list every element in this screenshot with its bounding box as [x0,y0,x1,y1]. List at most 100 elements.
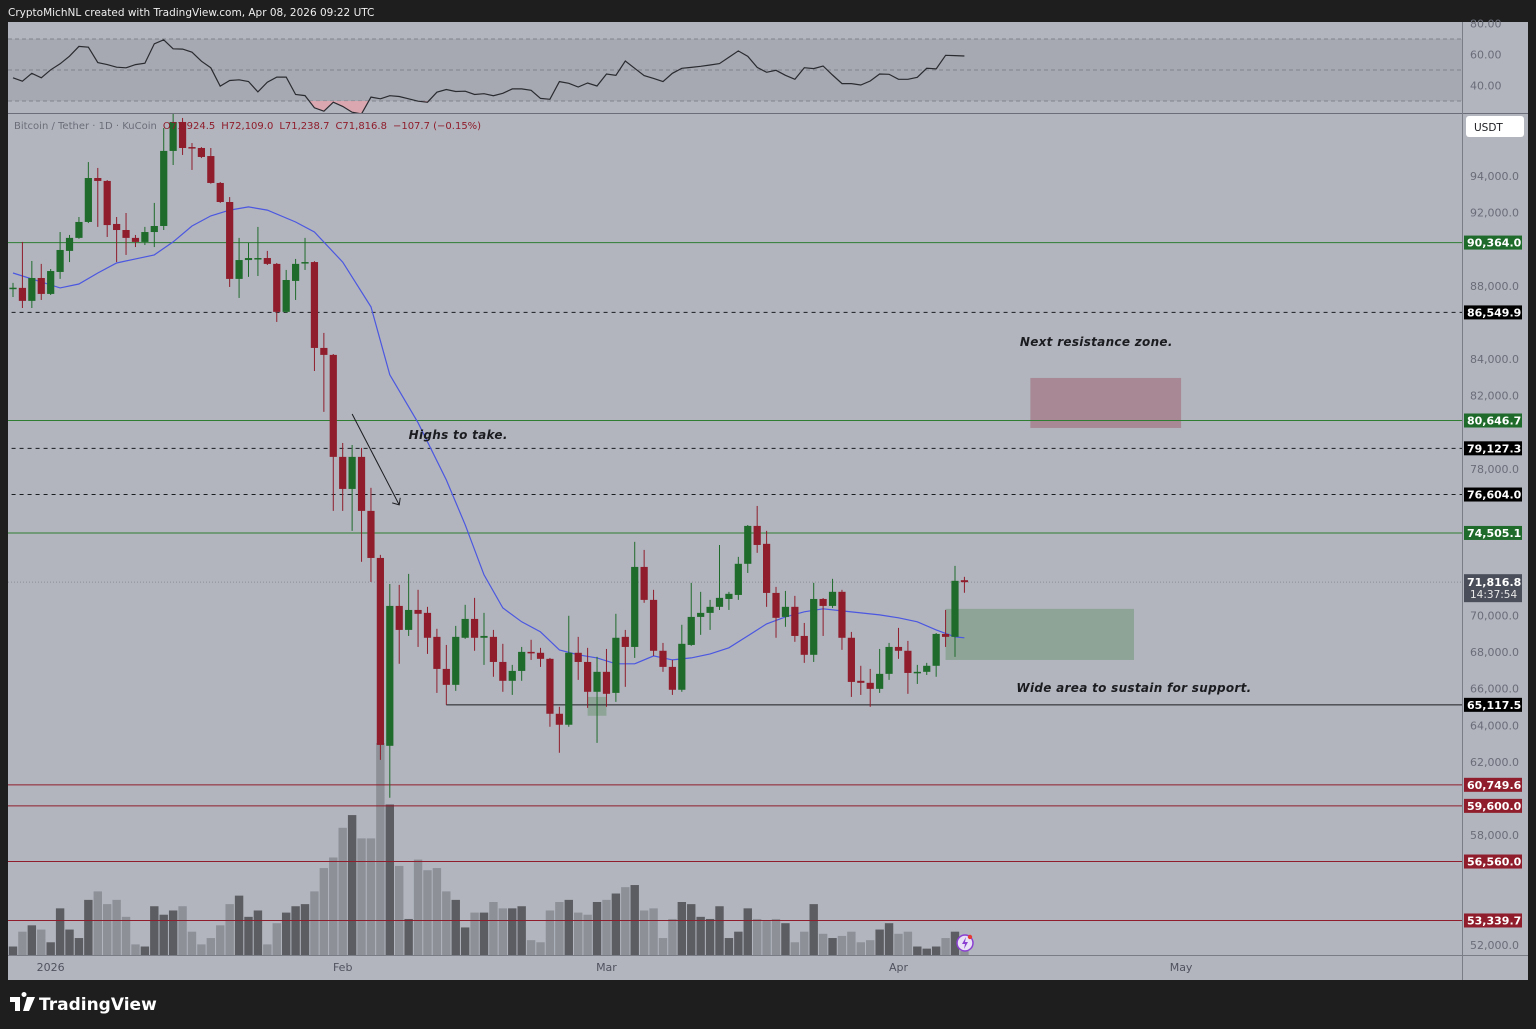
candle-body [357,456,366,511]
level-price-badge [1464,305,1522,320]
candle-body [725,593,733,599]
price-tick-label: 92,000.0 [1470,207,1519,220]
candle-body [395,605,403,630]
price-tick-label: 62,000.0 [1470,756,1519,769]
chart-annotation: Highs to take. [409,428,508,442]
symbol-legend[interactable]: Bitcoin / Tether · 1D · KuCoin O71,924.5… [14,121,481,132]
candle-body [584,661,592,692]
candle [122,212,130,255]
candle-body [282,280,290,312]
price-pane[interactable] [8,114,1462,955]
volume-bar [272,923,281,955]
volume-bar [159,914,168,955]
price-tick-label: 78,000.0 [1470,463,1519,476]
ohlc-change: −107.7 (−0.15%) [393,121,481,132]
arrow-head-icon [392,497,401,506]
candle-body [292,263,300,281]
candle [367,487,375,582]
candle-body [461,618,469,638]
volume-bar [734,931,743,955]
candle-body [527,651,535,654]
candle [518,646,526,681]
volume-bar [300,904,310,955]
candle [169,114,177,166]
volume-bar [847,931,856,955]
lightning-alert-icon[interactable] [956,934,974,952]
currency-label: USDT [1474,122,1503,134]
level-price-badge [1464,777,1522,792]
price-axis-ticks: 52,000.0 58,000.0 62,000.0 64,000.0 66,000.0… [1470,170,1519,952]
last-price-label: 71,816.8 [1467,576,1521,589]
volume-bar [37,929,46,955]
candle [160,128,168,231]
volume-bar [611,893,621,955]
candle [461,604,469,639]
volume-bars [8,743,969,955]
candle [753,505,761,553]
volume-bar [856,942,865,955]
level-price-badge [1464,697,1522,712]
volume-bar [809,904,818,955]
candle-body [75,221,83,238]
candle-body [9,287,17,290]
candle-body [367,510,375,558]
volume-bar [329,857,338,955]
candle [960,576,969,593]
candle [649,589,658,656]
volume-bar [74,938,84,955]
volume-bar [234,895,244,955]
chart-credit: CryptoMichNL created with TradingView.co… [8,7,374,19]
candle [772,586,780,638]
volume-bar [168,910,178,955]
candle-body [913,671,921,674]
candle-body [866,682,874,689]
candle [697,591,705,635]
volume-bar [385,804,394,955]
candle [470,597,479,651]
candles [9,114,969,798]
volume-bar [687,904,696,955]
drawings: Highs to take. Next resistance zone. Wide … [351,335,1251,695]
candle [593,656,601,743]
volume-bar [602,899,611,955]
resistance-zone [1030,377,1182,428]
candle-body [508,670,516,681]
candle-body [536,652,545,659]
time-axis-label: 2026 [37,961,65,974]
candle-body [715,597,724,607]
candle [791,595,799,642]
candle-body [753,525,761,545]
candle [386,583,394,798]
volume-bar [244,916,253,955]
candle [640,549,648,603]
level-price-badge [1464,525,1522,540]
time-axis[interactable] [8,955,1528,980]
volume-bar [705,918,715,955]
volume-bar [837,935,847,955]
volume-bar [903,931,913,955]
volume-bar [828,938,837,955]
candle [348,444,356,531]
volume-bar [800,931,809,955]
volume-bar [187,931,197,955]
tradingview-logo[interactable]: TradingView [10,991,157,1015]
candle-body [65,237,74,251]
volume-bar [724,938,734,955]
level-price-label: 56,560.0 [1467,856,1522,869]
candle-body [706,606,714,613]
time-axis-label: Feb [333,961,352,974]
volume-bar [545,910,555,955]
symbol-name[interactable]: Bitcoin / Tether · 1D · KuCoin [14,121,157,132]
volume-bar [197,944,206,955]
candle-body [819,598,827,606]
currency-button[interactable]: USDT [1466,116,1524,137]
candle-body [28,277,36,301]
candle-body [37,277,45,294]
candle [508,664,516,695]
volume-bar [460,927,470,955]
candle-body [169,121,177,151]
candle-body [489,636,498,662]
volume-bar [696,916,705,955]
volume-bar [818,933,828,955]
